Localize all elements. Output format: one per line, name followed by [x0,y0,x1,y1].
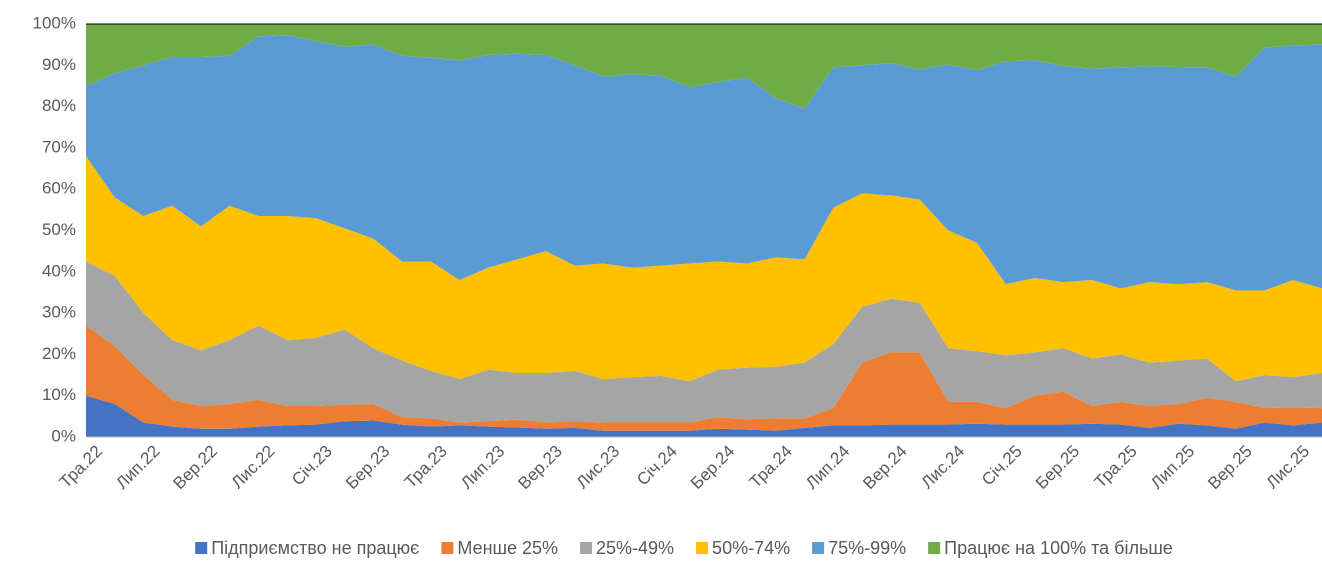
x-tick-label: Вер.24 [859,442,911,494]
y-tick-label: 40% [42,261,76,280]
x-tick-label: Бер.24 [687,442,738,493]
y-tick-label: 10% [42,385,76,404]
x-tick-label: Вер.25 [1204,442,1256,494]
y-tick-label: 100% [33,13,76,32]
x-tick-label: Січ.24 [633,442,681,490]
y-tick-label: 0% [51,426,76,445]
y-tick-label: 50% [42,220,76,239]
y-tick-label: 70% [42,137,76,156]
x-tick-label: Січ.23 [288,442,336,490]
area [86,35,1322,291]
x-tick-label: Вер.22 [169,442,221,494]
x-tick-label: Лис.22 [228,442,279,493]
legend-label: Підприємство не працює [211,538,419,558]
y-tick-label: 80% [42,96,76,115]
x-tick-label: Тра.25 [1091,442,1141,492]
area [86,325,1322,431]
x-tick-label: Лип.24 [802,442,853,493]
area [86,261,1322,423]
legend-swatch [441,542,454,554]
x-tick-label: Бер.23 [342,442,393,493]
y-tick-label: 90% [42,55,76,74]
x-tick-label: Лис.25 [1262,442,1313,493]
x-tick-label: Лис.24 [918,442,969,493]
y-tick-label: 30% [42,303,76,322]
x-tick-label: Тра.23 [401,442,451,492]
legend-label: 75%-99% [828,538,906,558]
legend-label: Працює на 100% та більше [944,538,1173,558]
area [86,24,1322,109]
x-tick-label: Лип.23 [457,442,508,493]
x-tick-label: Бер.25 [1032,442,1083,493]
legend-swatch [580,542,593,554]
legend: Підприємство не працює Менше 25% 25%-49% 50… [195,538,1173,558]
legend-swatch [696,542,709,554]
area [86,395,1322,437]
legend-label: Менше 25% [457,538,558,558]
y-tick-label: 60% [42,179,76,198]
legend-swatch [928,542,941,554]
x-tick-label: Січ.25 [978,442,1026,490]
legend-swatch [812,542,825,554]
x-tick-label: Лип.22 [112,442,163,493]
x-tick-label: Лип.25 [1147,442,1198,493]
x-tick-label: Тра.22 [56,442,106,492]
x-tick-label: Тра.24 [746,442,796,492]
x-tick-label: Вер.23 [514,442,566,494]
y-tick-label: 20% [42,344,76,363]
legend-label: 50%-74% [712,538,790,558]
legend-label: 25%-49% [596,538,674,558]
area [86,156,1322,382]
x-tick-label: Лис.23 [573,442,624,493]
legend-swatch [195,542,208,554]
